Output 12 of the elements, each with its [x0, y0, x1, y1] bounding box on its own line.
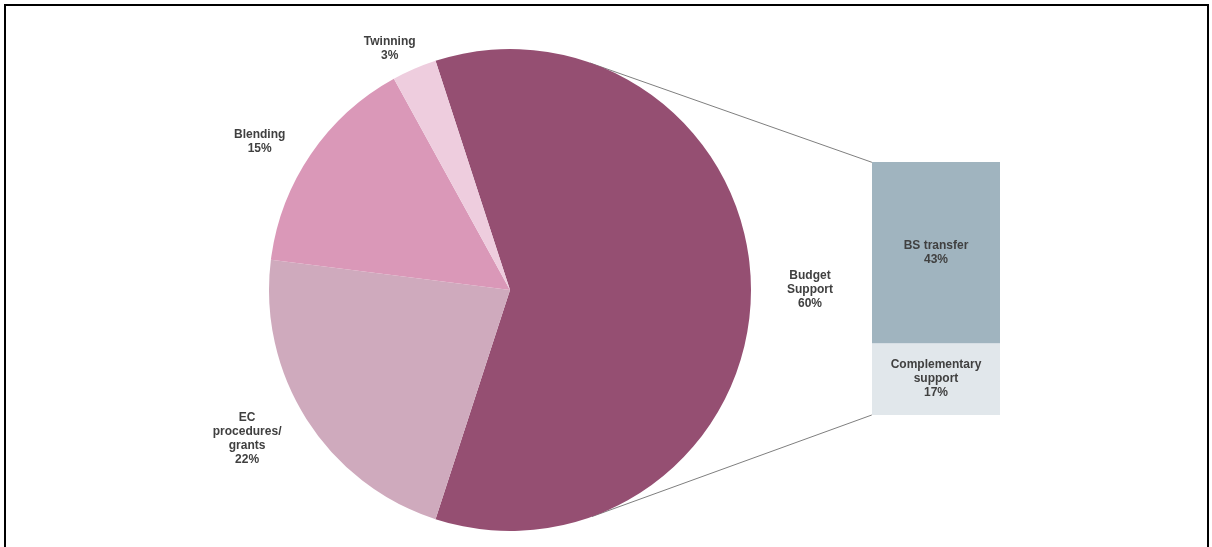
slice-label: Blending	[234, 127, 286, 142]
series-label: Complementary support	[890, 357, 982, 386]
data-label: 60%	[797, 296, 823, 311]
data-label: 3%	[381, 47, 399, 62]
slice-label: Twinning	[363, 33, 416, 48]
data-label: 17%	[923, 385, 949, 400]
slice-label: EC procedures/grants	[212, 409, 283, 452]
data-label: 15%	[247, 141, 272, 156]
data-label: 22%	[235, 451, 260, 466]
slice-label: Budget Support	[787, 268, 833, 297]
series-label: BS transfer	[903, 237, 969, 252]
data-label: 43%	[923, 251, 949, 266]
